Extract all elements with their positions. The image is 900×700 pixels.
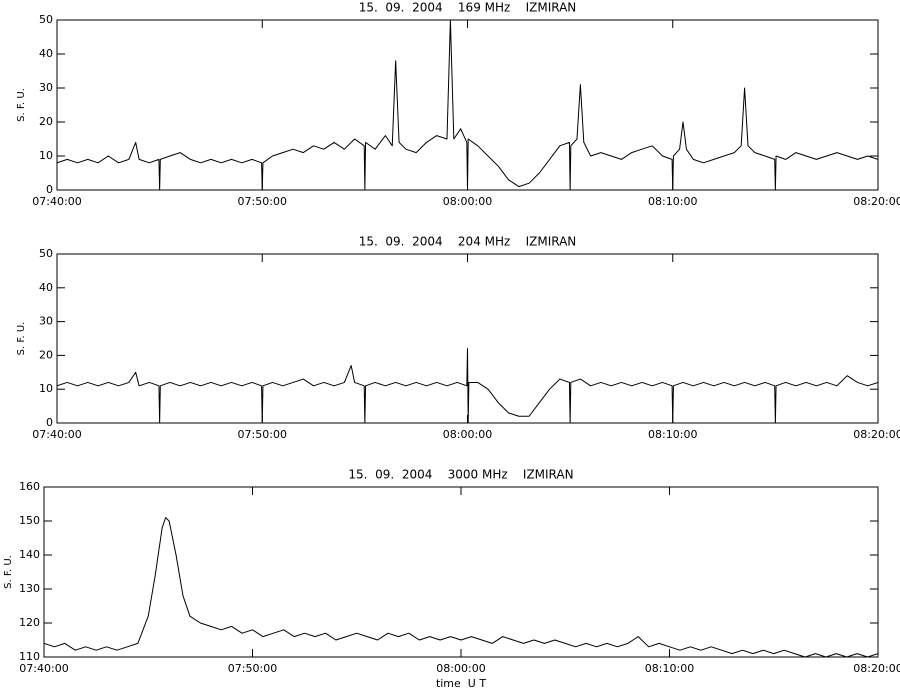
data-line <box>44 517 878 658</box>
panel: 15. 09. 2004 3000 MHz IZMIRAN S. F. U. tim… <box>3 468 900 691</box>
y-tick-label: 30 <box>39 81 53 94</box>
x-tick-label: 08:00:00 <box>436 662 485 675</box>
y-tick-label: 20 <box>39 348 53 361</box>
x-tick-label: 08:10:00 <box>648 195 697 208</box>
x-tick-label: 08:10:00 <box>648 428 697 441</box>
y-tick-label: 40 <box>39 47 53 60</box>
x-tick-label: 07:40:00 <box>32 195 81 208</box>
x-tick-label: 08:20:00 <box>853 662 900 675</box>
y-tick-label: 120 <box>19 616 40 629</box>
panel-title: 15. 09. 2004 169 MHz IZMIRAN <box>359 1 577 15</box>
plot-frame <box>56 19 879 191</box>
x-tick-label: 08:00:00 <box>443 428 492 441</box>
panel: 15. 09. 2004 169 MHz IZMIRAN S. F. U. 0 10 2… <box>16 1 900 209</box>
y-tick-label: 50 <box>39 247 53 260</box>
x-tick-label: 07:40:00 <box>19 662 68 675</box>
y-tick-label: 150 <box>19 514 40 527</box>
y-tick-label: 130 <box>19 582 40 595</box>
x-tick-label: 08:20:00 <box>853 428 900 441</box>
plot-frame <box>56 253 879 424</box>
y-tick-label: 40 <box>39 281 53 294</box>
data-line <box>57 348 878 424</box>
y-tick-label: 10 <box>39 149 53 162</box>
y-tick-label: 160 <box>19 480 40 493</box>
panel-title: 15. 09. 2004 204 MHz IZMIRAN <box>359 235 577 249</box>
x-tick-label: 08:20:00 <box>853 195 900 208</box>
y-tick-label: 140 <box>19 548 40 561</box>
panel-title: 15. 09. 2004 3000 MHz IZMIRAN <box>348 468 573 482</box>
x-tick-label: 07:40:00 <box>32 428 81 441</box>
y-axis-label: S. F. U. <box>16 322 27 356</box>
y-tick-label: 50 <box>39 13 53 26</box>
y-tick-label: 0 <box>46 416 53 429</box>
x-tick-label: 07:50:00 <box>238 428 287 441</box>
x-tick-label: 08:10:00 <box>645 662 694 675</box>
y-axis-label: S. F. U. <box>3 555 14 589</box>
y-tick-label: 20 <box>39 115 53 128</box>
y-tick-label: 0 <box>46 183 53 196</box>
x-tick-label: 08:00:00 <box>443 195 492 208</box>
y-tick-label: 110 <box>19 650 40 663</box>
y-tick-label: 10 <box>39 382 53 395</box>
x-tick-label: 07:50:00 <box>228 662 277 675</box>
x-tick-label: 07:50:00 <box>238 195 287 208</box>
data-line <box>57 19 878 191</box>
panel: 15. 09. 2004 204 MHz IZMIRAN S. F. U. 0 10 2… <box>16 235 900 442</box>
plot-frame <box>43 486 879 658</box>
y-tick-label: 30 <box>39 315 53 328</box>
y-axis-label: S. F. U. <box>16 88 27 122</box>
x-axis-label: time U T <box>436 677 486 690</box>
